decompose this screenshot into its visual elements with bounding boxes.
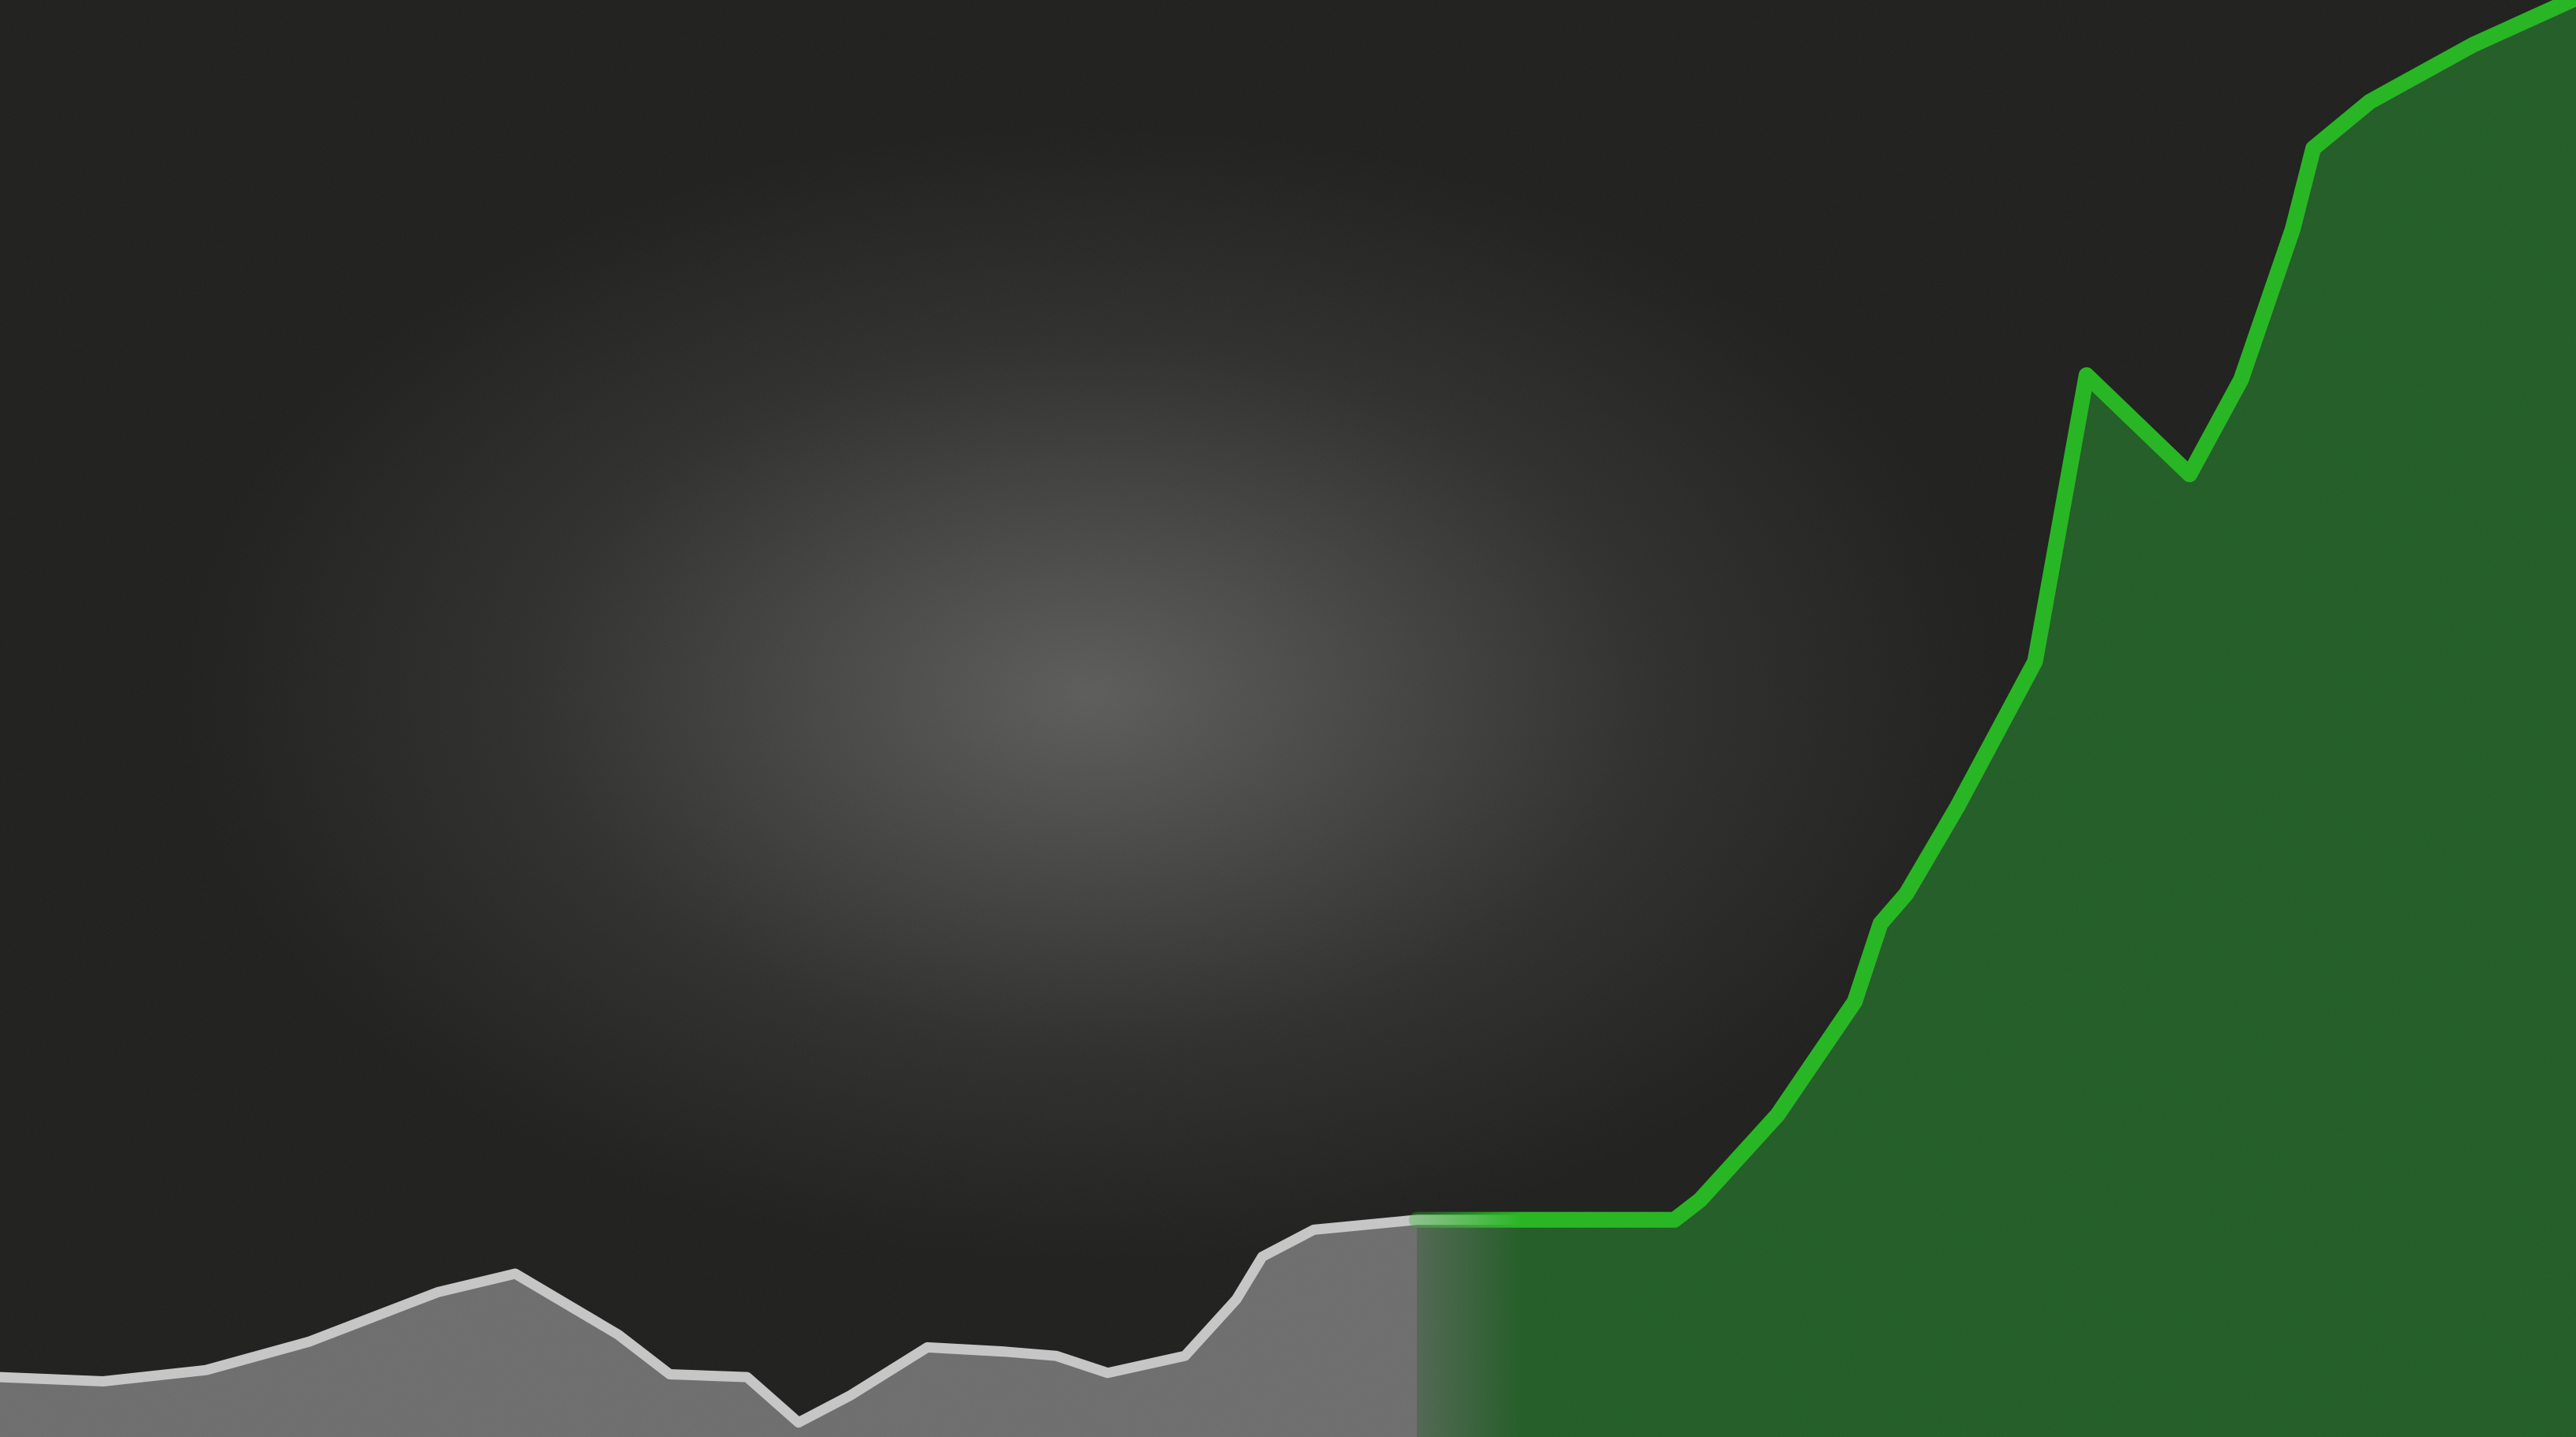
chart-canvas: [0, 0, 2576, 1437]
area-chart: [0, 0, 2576, 1437]
grain-texture: [0, 0, 2576, 1437]
